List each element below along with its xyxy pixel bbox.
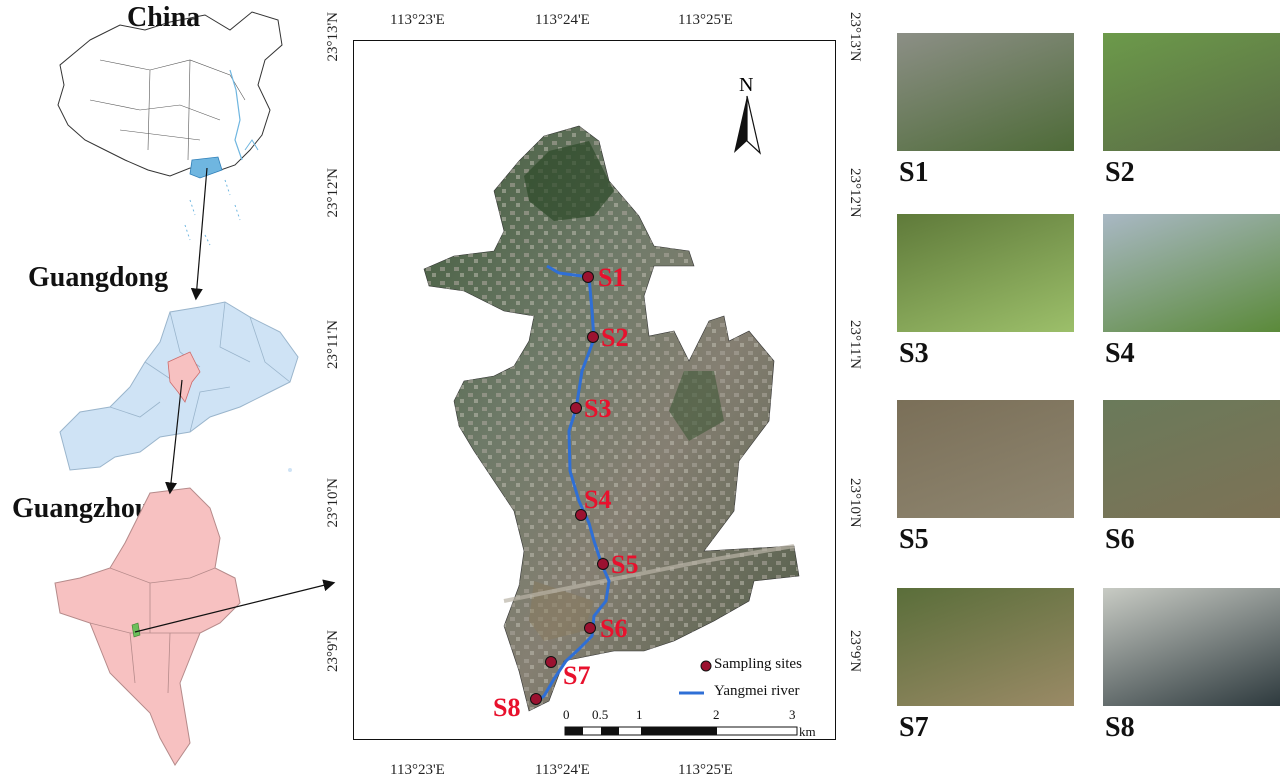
site-photo-s5	[897, 400, 1074, 518]
photo-label-s3: S3	[899, 338, 929, 369]
yangmei-river	[536, 264, 611, 703]
lon-label-bottom: 113°23'E	[390, 762, 445, 778]
legend-river: Yangmei river	[714, 683, 800, 699]
scale-tick-label: 0	[563, 707, 570, 722]
connector-arrows	[134, 167, 336, 633]
china-inset	[30, 0, 290, 260]
site-label-s3: S3	[584, 394, 612, 423]
site-marker-s3	[570, 402, 582, 414]
site-marker-s5	[597, 558, 609, 570]
scale-unit-label: km	[799, 724, 816, 739]
north-arrow-label: N	[739, 74, 754, 96]
legend-sampling-sites: Sampling sites	[714, 656, 802, 672]
main-map-frame	[353, 40, 836, 740]
guangzhou-map	[54, 487, 241, 766]
guangzhou-inset	[50, 483, 250, 768]
site-photo-s7	[897, 588, 1074, 706]
lat-label-right: 23°10'N	[847, 478, 863, 528]
site-label-s6: S6	[600, 614, 628, 643]
lat-label-left: 23°13'N	[325, 12, 341, 62]
lat-label-right: 23°9'N	[847, 630, 863, 673]
site-photo-s2	[1103, 33, 1280, 151]
scale-tick-label: 2	[713, 707, 720, 722]
site-marker-s1	[582, 271, 594, 283]
china-map	[57, 11, 283, 246]
site-label-s1: S1	[598, 263, 626, 292]
lat-label-right: 23°11'N	[847, 320, 863, 369]
guangdong-map	[59, 301, 299, 472]
site-label-s5: S5	[611, 550, 639, 579]
site-marker-s7	[545, 656, 557, 668]
lat-label-left: 23°12'N	[325, 168, 341, 218]
lat-label-right: 23°12'N	[847, 168, 863, 218]
scale-tick-label: 0.5	[592, 707, 609, 722]
site-marker-s6	[584, 622, 596, 634]
lon-label-bottom: 113°24'E	[535, 762, 590, 778]
lat-label-right: 23°13'N	[847, 12, 863, 62]
photo-label-s1: S1	[899, 157, 929, 188]
photo-label-s6: S6	[1105, 524, 1135, 555]
lon-label-top: 113°25'E	[678, 12, 733, 28]
site-marker-s4	[575, 509, 587, 521]
site-photo-s4	[1103, 214, 1280, 332]
photo-label-s5: S5	[899, 524, 929, 555]
photo-label-s7: S7	[899, 712, 929, 743]
site-photo-s3	[897, 214, 1074, 332]
site-marker-s8	[530, 693, 542, 705]
site-photo-s8	[1103, 588, 1280, 706]
site-label-s2: S2	[601, 323, 629, 352]
guangdong-label: Guangdong	[28, 262, 169, 293]
scale-tick-label: 1	[636, 707, 643, 722]
site-marker-s2	[587, 331, 599, 343]
scale-tick-label: 3	[789, 707, 796, 722]
guangzhou-label: Guangzhou	[12, 493, 151, 524]
site-label-s4: S4	[584, 485, 612, 514]
lat-label-left: 23°11'N	[325, 320, 341, 369]
lon-label-bottom: 113°25'E	[678, 762, 733, 778]
lon-label-top: 113°23'E	[390, 12, 445, 28]
lon-label-top: 113°24'E	[535, 12, 590, 28]
photo-label-s2: S2	[1105, 157, 1135, 188]
site-label-s8: S8	[493, 693, 521, 722]
lat-label-left: 23°10'N	[325, 478, 341, 528]
guangdong-inset	[50, 292, 300, 477]
lat-label-left: 23°9'N	[325, 630, 341, 673]
photo-label-s8: S8	[1105, 712, 1135, 743]
site-photo-s1	[897, 33, 1074, 151]
satellite-area	[423, 95, 800, 736]
site-label-s7: S7	[563, 661, 591, 690]
photo-label-s4: S4	[1105, 338, 1135, 369]
site-photo-s6	[1103, 400, 1280, 518]
china-label: China	[127, 2, 201, 33]
